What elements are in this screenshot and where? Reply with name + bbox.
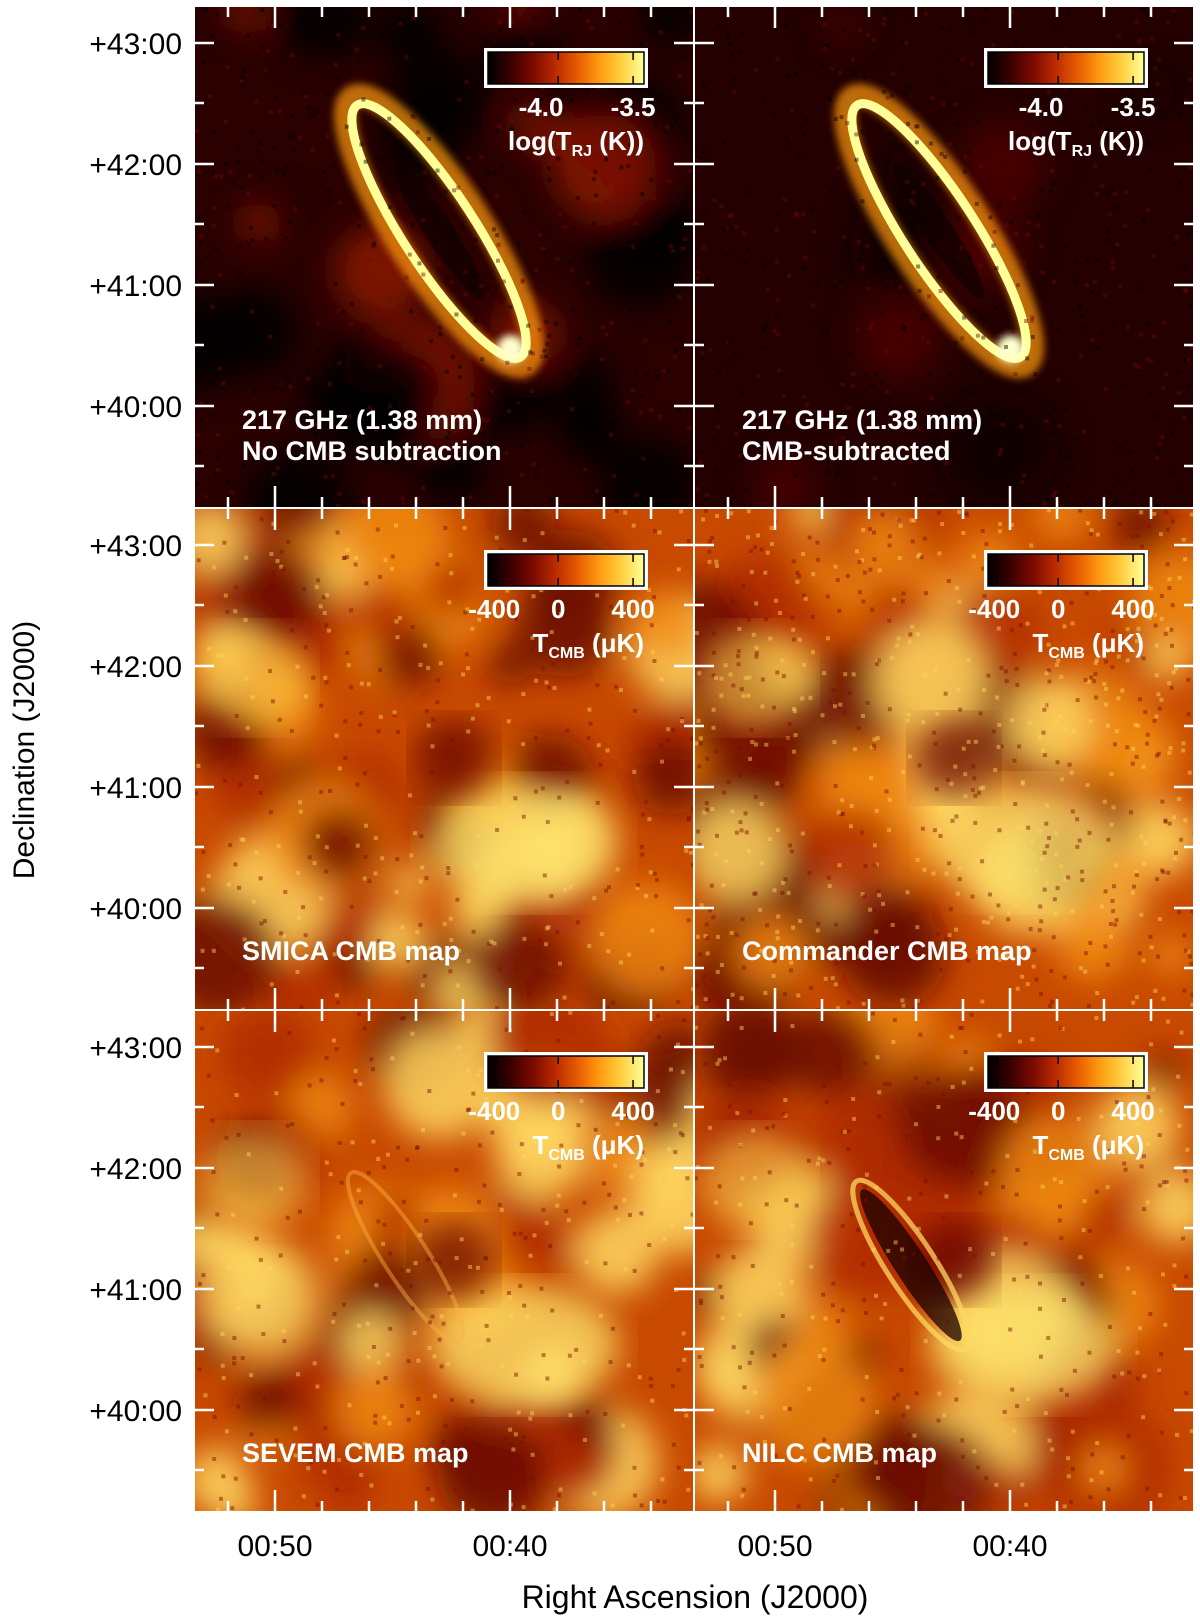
y-axis-title: Declination (J2000) [8,621,41,879]
colorbar-tick-label: -4.0 [519,92,564,122]
colorbar-tick-label: 400 [1111,1096,1154,1126]
panel-label: NILC CMB map [742,1438,937,1468]
panel-ticks [194,508,694,1010]
panel-ticks [194,1010,694,1512]
map-image [194,508,694,1010]
map-image [194,1010,694,1512]
colorbar-tick-label: -400 [968,1096,1020,1126]
colorbar: -4.0 -3.5 log(TRJ (K)) [484,48,655,160]
dec-tick-label: +43:00 [89,1032,182,1065]
panel-label: Commander CMB map [742,936,1032,966]
panel-sevem: -400 0 400 TCMB (μK) SEVEM CMB map [193,1009,695,1513]
colorbar-unit-label: log(TRJ (K)) [508,126,644,160]
colorbar-tick-label: -400 [968,594,1020,624]
colorbar-unit-label: TCMB (μK) [1032,1130,1144,1164]
colorbar: -400 0 400 TCMB (μK) [968,1052,1155,1164]
colorbar: -400 0 400 TCMB (μK) [468,550,655,662]
ticks-layer [194,6,1194,1512]
ra-tick-label: 00:40 [972,1530,1047,1563]
dec-tick-label: +42:00 [89,651,182,684]
ra-tick-label: 00:50 [237,1530,312,1563]
map-image [694,1010,1194,1512]
panel-ticks [694,508,1194,1010]
dec-tick-label: +42:00 [89,149,182,182]
colorbar-tick-label: 0 [551,594,565,624]
colorbar: -400 0 400 TCMB (μK) [468,1052,655,1164]
colorbar-unit-label: TCMB (μK) [532,1130,644,1164]
colorbar-tick-label: -3.5 [1111,92,1156,122]
ra-tick-label: 00:50 [737,1530,812,1563]
panel-nilc: -400 0 400 TCMB (μK) NILC CMB map [693,1009,1195,1513]
panel-label: SMICA CMB map [242,936,460,966]
colorbar-tick-label: 0 [1051,1096,1065,1126]
colorbar-tick-label: 400 [611,1096,654,1126]
panel-p217-sub: -4.0 -3.5 log(TRJ (K)) 217 GHz (1.38 mm)CMB… [693,5,1195,509]
colorbar: -400 0 400 TCMB (μK) [968,550,1155,662]
colorbar-unit-label: log(TRJ (K)) [1008,126,1144,160]
dec-tick-label: +40:00 [89,1395,182,1428]
colorbar-tick-label: 0 [1051,594,1065,624]
map-image [694,508,1194,1010]
colorbar-unit-label: TCMB (μK) [532,628,644,662]
panel-commander: -400 0 400 TCMB (μK) Commander CMB map [693,507,1195,1011]
dec-tick-label: +42:00 [89,1153,182,1186]
panel-p217-raw: -4.0 -3.5 log(TRJ (K)) 217 GHz (1.38 mm)No … [193,5,695,509]
dec-tick-label: +41:00 [89,1274,182,1307]
panel-label: 217 GHz (1.38 mm) [742,405,982,435]
panel-label: 217 GHz (1.38 mm) [242,405,482,435]
panel-ticks [694,1010,1194,1512]
dec-tick-label: +41:00 [89,270,182,303]
panel-smica: -400 0 400 TCMB (μK) SMICA CMB map [193,507,695,1011]
dec-tick-label: +43:00 [89,530,182,563]
colorbar-tick-label: -4.0 [1019,92,1064,122]
dec-tick-label: +41:00 [89,772,182,805]
ra-tick-label: 00:40 [472,1530,547,1563]
colorbar-unit-label: TCMB (μK) [1032,628,1144,662]
panel-ticks [194,6,694,508]
map-image [694,6,1194,508]
dec-tick-label: +43:00 [89,28,182,61]
colorbar-tick-label: -3.5 [611,92,656,122]
dec-tick-label: +40:00 [89,893,182,926]
dec-tick-label: +40:00 [89,391,182,424]
x-axis-title: Right Ascension (J2000) [522,1579,869,1615]
panel-label: CMB-subtracted [742,436,951,466]
map-image [194,6,694,508]
colorbar: -4.0 -3.5 log(TRJ (K)) [984,48,1155,160]
colorbar-tick-label: 400 [1111,594,1154,624]
colorbar-tick-label: 400 [611,594,654,624]
colorbar-tick-label: -400 [468,594,520,624]
panel-label: No CMB subtraction [242,436,502,466]
panel-label: SEVEM CMB map [242,1438,469,1468]
colorbar-tick-label: -400 [468,1096,520,1126]
panel-ticks [694,6,1194,508]
colorbar-tick-label: 0 [551,1096,565,1126]
